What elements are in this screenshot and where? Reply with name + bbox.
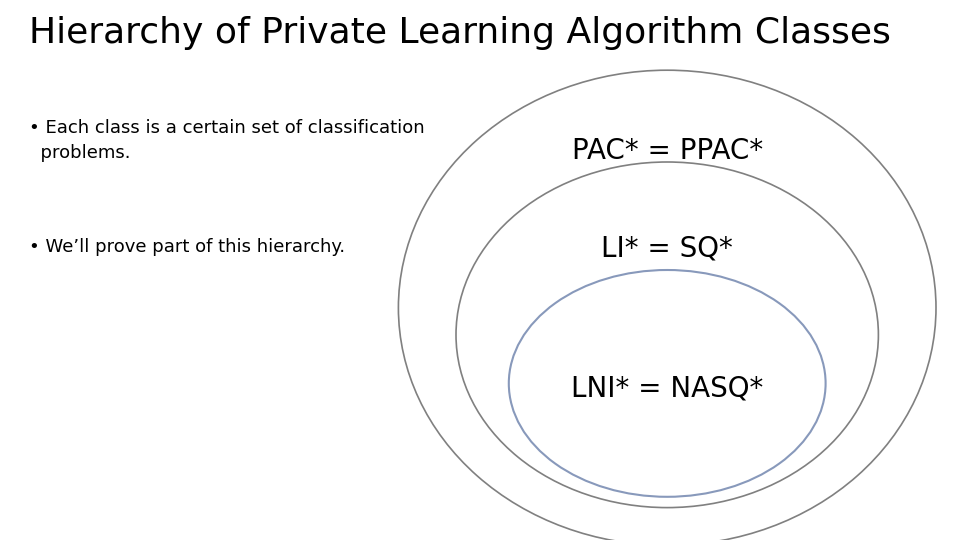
Text: LNI* = NASQ*: LNI* = NASQ* bbox=[571, 375, 763, 403]
Text: PAC* = PPAC*: PAC* = PPAC* bbox=[571, 137, 763, 165]
Text: • We’ll prove part of this hierarchy.: • We’ll prove part of this hierarchy. bbox=[29, 238, 345, 255]
Text: • Each class is a certain set of classification
  problems.: • Each class is a certain set of classif… bbox=[29, 119, 424, 162]
Text: Hierarchy of Private Learning Algorithm Classes: Hierarchy of Private Learning Algorithm … bbox=[29, 16, 891, 50]
Text: LI* = SQ*: LI* = SQ* bbox=[601, 234, 733, 262]
